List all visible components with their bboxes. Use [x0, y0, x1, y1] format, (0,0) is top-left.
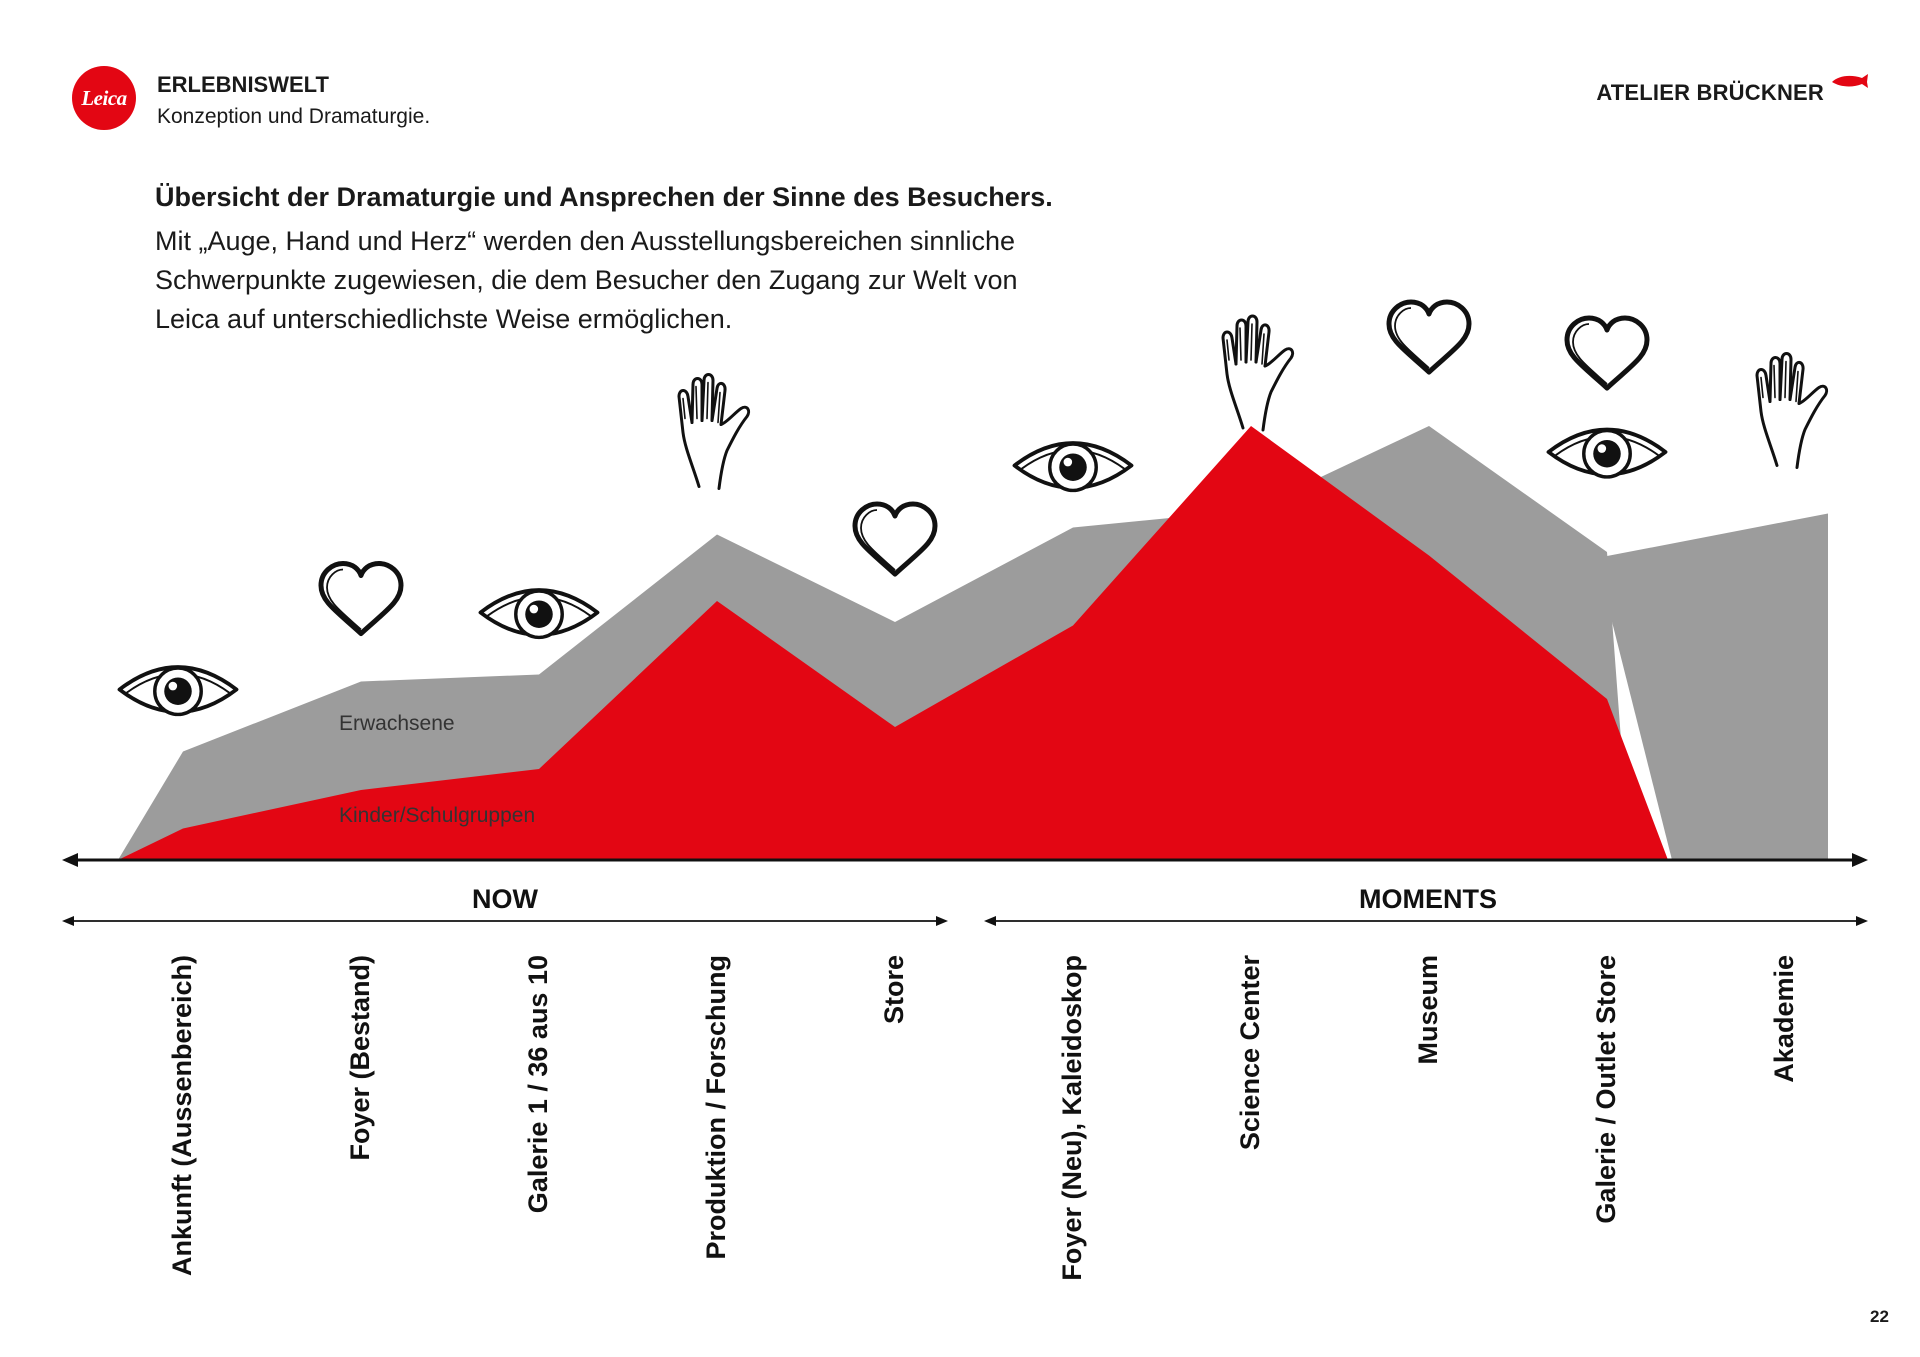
- kids-area: [118, 426, 1668, 860]
- fish-icon: [1832, 74, 1868, 88]
- leica-logo: Leica: [72, 66, 136, 130]
- category-label: Akademie: [1769, 955, 1799, 1083]
- intro-title: Übersicht der Dramaturgie und Ansprechen…: [155, 182, 1053, 212]
- phase-label-now: NOW: [472, 884, 539, 914]
- heart-icon: [1567, 318, 1647, 388]
- heart-icon: [855, 504, 935, 574]
- category-label: Produktion / Forschung: [701, 955, 731, 1260]
- hand-icon: [1755, 352, 1829, 469]
- series-label-kids: Kinder/Schulgruppen: [339, 804, 535, 827]
- phase-label-moments: MOMENTS: [1359, 884, 1497, 914]
- akademie-area: [1596, 513, 1828, 860]
- eye-icon: [1012, 441, 1134, 493]
- eye-icon: [1546, 427, 1668, 479]
- brand-name: ATELIER BRÜCKNER: [1596, 80, 1824, 105]
- heart-icon: [1389, 302, 1469, 372]
- intro-line: Mit „Auge, Hand und Herz“ werden den Aus…: [155, 226, 1015, 256]
- category-label: Museum: [1413, 955, 1443, 1065]
- page-number: 22: [1870, 1307, 1889, 1326]
- phase-now: NOW: [62, 884, 948, 926]
- category-label: Galerie 1 / 36 aus 10: [523, 955, 553, 1213]
- series-label-adults: Erwachsene: [339, 712, 455, 735]
- heart-icon: [321, 564, 401, 634]
- hand-icon: [1221, 314, 1295, 432]
- timeline-axis: [62, 853, 1868, 867]
- category-label: Galerie / Outlet Store: [1591, 955, 1621, 1224]
- hand-icon: [677, 373, 751, 490]
- category-label: Foyer (Neu), Kaleidoskop: [1057, 955, 1087, 1281]
- phase-moments: MOMENTS: [984, 884, 1868, 926]
- category-label: Foyer (Bestand): [345, 955, 375, 1161]
- intro-line: Leica auf unterschiedlichste Weise ermög…: [155, 304, 733, 334]
- category-label: Science Center: [1235, 955, 1265, 1151]
- category-label: Store: [879, 955, 909, 1024]
- eye-icon: [478, 588, 600, 640]
- area-layers: [118, 426, 1828, 860]
- header-title: ERLEBNISWELT: [157, 72, 329, 97]
- header-subtitle: Konzeption und Dramaturgie.: [157, 105, 431, 128]
- intro-line: Schwerpunkte zugewiesen, die dem Besuche…: [155, 265, 1018, 295]
- category-labels: Ankunft (Aussenbereich) Foyer (Bestand) Ga…: [167, 955, 1799, 1281]
- eye-icon: [117, 665, 239, 717]
- category-label: Ankunft (Aussenbereich): [167, 955, 197, 1276]
- leica-logo-text: Leica: [81, 85, 127, 110]
- intro-text: Mit „Auge, Hand und Herz“ werden den Aus…: [155, 222, 1195, 339]
